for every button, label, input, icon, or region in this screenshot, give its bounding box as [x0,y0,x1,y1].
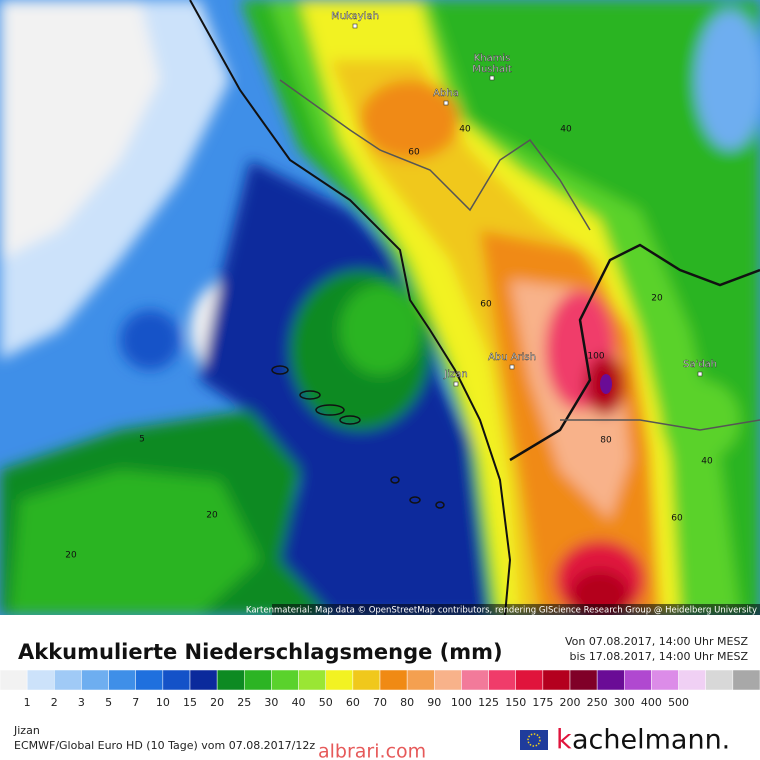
legend-label: 80 [400,696,414,709]
legend-swatch [298,669,326,691]
legend-swatch [271,669,299,691]
legend-swatch [0,669,28,691]
attribution-bg [272,604,760,615]
city-label: Khamis Mushait [472,53,511,75]
legend-swatch [461,669,489,691]
legend-swatch [488,669,516,691]
legend-label: 400 [641,696,662,709]
legend-label: 5 [105,696,112,709]
model: ECMWF/Global Euro HD (10 Tage) vom 07.08… [14,739,315,752]
title: Akkumulierte Niederschlagsmenge (mm) [18,640,503,664]
legend-swatch [26,669,55,691]
contour-label: 40 [701,457,713,467]
legend-label: 15 [183,696,197,709]
legend-swatch [325,669,354,691]
contour-label: 20 [65,551,77,561]
legend-label: 2 [51,696,58,709]
city-label: Sa'dah [683,359,717,370]
legend-label: 3 [78,696,85,709]
legend-label: 1 [24,696,31,709]
legend-swatch [406,669,435,691]
legend-label: 60 [346,696,360,709]
date-from: Von 07.08.2017, 14:00 Uhr MESZ [565,635,749,648]
contour-label: 20 [651,294,663,304]
legend-label: 100 [451,696,472,709]
city-label: Abha [433,88,459,99]
precip-map [0,0,760,615]
legend-label: 25 [237,696,251,709]
legend-label: 125 [478,696,499,709]
city-label: Mukaylah [331,11,379,22]
legend-swatch [108,669,136,691]
watermark: albrari.com [318,741,426,760]
legend-label: 7 [132,696,139,709]
date-to: bis 17.08.2017, 14:00 Uhr MESZ [570,650,749,663]
legend-label: 500 [668,696,689,709]
legend-label: 250 [587,696,608,709]
eu-stars [527,733,541,747]
legend-swatch [216,669,245,691]
legend-swatch [81,669,109,691]
legend-label: 50 [319,696,333,709]
legend-label: 90 [427,696,441,709]
legend-label: 300 [614,696,635,709]
city-marker [697,371,703,377]
contour-label: 80 [600,436,612,446]
attribution: Kartenmaterial: Map data © OpenStreetMap… [246,606,757,616]
city-label: Abu Arish [488,352,536,363]
legend-swatch [596,669,625,691]
legend-swatch [705,669,734,691]
legend-swatch [434,669,462,691]
contour-label: 40 [459,125,471,135]
contour-label: 40 [560,125,572,135]
legend-label: 30 [264,696,278,709]
location: Jizan [13,724,40,737]
legend-swatch [244,669,272,691]
legend-swatch [135,669,164,691]
contour-label: 100 [587,352,604,362]
contour-label: 60 [671,514,683,524]
city-marker [443,100,449,106]
legend-label: 10 [156,696,170,709]
logo-k: k [556,725,572,756]
contour-label: 20 [206,511,218,521]
city-marker [489,75,495,81]
legend-swatch [54,669,82,691]
legend-swatch [569,669,598,691]
contour-label: 60 [408,148,420,158]
legend-swatch [542,669,571,691]
city-marker [352,23,358,29]
city-label: Jizan [443,369,467,380]
legend-label: 175 [532,696,553,709]
legend-swatch [189,669,218,691]
city-marker [509,364,515,370]
legend-swatch [352,669,381,691]
legend-swatch [651,669,679,691]
legend-label: 70 [373,696,387,709]
eu-flag [520,730,548,750]
legend-label: 150 [505,696,526,709]
legend-swatch [379,669,408,691]
legend-swatch [515,669,544,691]
field [0,0,760,615]
legend-swatch [678,669,706,691]
contour-label: 60 [480,300,492,310]
legend-swatch [732,669,760,691]
contour-label: 5 [139,435,145,445]
logo-rest: achelmann. [572,725,730,756]
legend-swatch [624,669,652,691]
city-marker [453,381,459,387]
legend-swatch [162,669,191,691]
legend-label: 20 [210,696,224,709]
legend-label: 200 [560,696,581,709]
legend-label: 40 [292,696,306,709]
